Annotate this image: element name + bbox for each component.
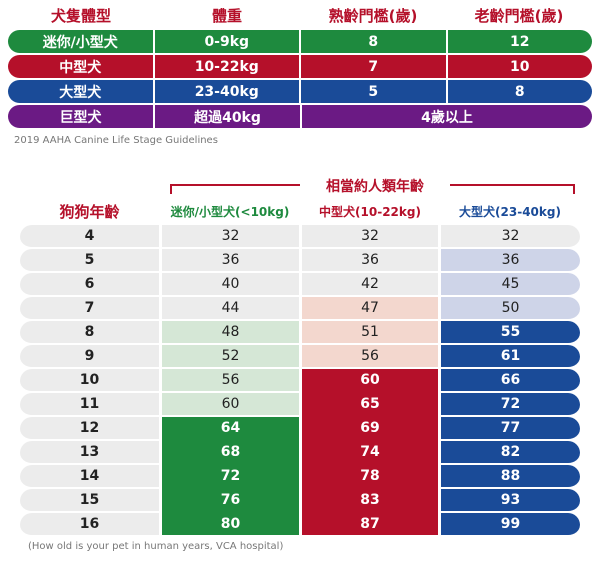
- small-cell: 60: [162, 393, 299, 417]
- table-row: 4 32 32 32: [20, 225, 580, 249]
- large-header: 大型犬(23-40kg): [459, 205, 561, 219]
- header-weight: 體重: [211, 7, 242, 25]
- weight-cell: 超過40kg: [155, 105, 302, 128]
- age-cell: 15: [20, 489, 159, 513]
- large-cell: 88: [441, 465, 580, 489]
- small-header: 迷你/小型犬(<10kg): [170, 205, 290, 219]
- large-cell: 55: [441, 321, 580, 345]
- senior-cell: 10: [510, 58, 530, 75]
- small-cell: 64: [162, 417, 299, 441]
- medium-cell: 65: [302, 393, 438, 417]
- large-cell: 50: [441, 297, 580, 321]
- mature-cell: 7: [301, 55, 448, 78]
- large-cell: 61: [441, 345, 580, 369]
- age-cell: 11: [20, 393, 159, 417]
- table-row: 8 48 51 55: [20, 321, 580, 345]
- senior-cell: 8: [514, 83, 525, 100]
- age-cell: 13: [20, 441, 159, 465]
- age-cell: 14: [20, 465, 159, 489]
- summary-header: 犬隻體型 體重 熟齡門檻(歲) 老齡門檻(歲): [8, 5, 592, 26]
- table-row: 10 56 60 66: [20, 369, 580, 393]
- age-cell: 9: [20, 345, 159, 369]
- table-row: 13 68 74 82: [20, 441, 580, 465]
- age-cell: 6: [20, 273, 159, 297]
- size-cell: 迷你/小型犬: [8, 30, 155, 53]
- medium-cell: 60: [302, 369, 438, 393]
- large-cell: 93: [441, 489, 580, 513]
- medium-cell: 36: [302, 249, 438, 273]
- large-cell: 66: [441, 369, 580, 393]
- medium-cell: 32: [302, 225, 438, 249]
- large-cell: 36: [441, 249, 580, 273]
- medium-cell: 51: [302, 321, 438, 345]
- weight-cell: 23-40kg: [155, 80, 301, 103]
- age-cell: 4: [20, 225, 159, 249]
- small-cell: 68: [162, 441, 299, 465]
- small-cell: 48: [162, 321, 299, 345]
- age-cell: 16: [20, 513, 159, 537]
- group-title: 相當約人類年齡: [300, 176, 450, 196]
- header-senior: 老齡門檻(歲): [474, 7, 564, 25]
- weight-cell: 0-9kg: [155, 30, 301, 53]
- age-cell: 7: [20, 297, 159, 321]
- medium-cell: 78: [302, 465, 438, 489]
- age-header: 狗狗年齡: [59, 203, 120, 221]
- medium-cell: 83: [302, 489, 438, 513]
- weight-cell: 10-22kg: [155, 55, 301, 78]
- mature-cell: 5: [301, 80, 448, 103]
- table-row: 9 52 56 61: [20, 345, 580, 369]
- age-table: 4 32 32 32 5 36 36 36 6 40 42 45 7 44 47 50 8 48 51 55 9 52 56…: [20, 225, 580, 537]
- table-source: (How old is your pet in human years, VCA…: [28, 541, 284, 552]
- large-cell: 32: [441, 225, 580, 249]
- size-cell: 大型犬: [8, 80, 155, 103]
- table-row: 6 40 42 45: [20, 273, 580, 297]
- small-cell: 44: [162, 297, 299, 321]
- large-cell: 82: [441, 441, 580, 465]
- medium-cell: 42: [302, 273, 438, 297]
- small-cell: 76: [162, 489, 299, 513]
- table-row: 16 80 87 99: [20, 513, 580, 537]
- small-cell: 80: [162, 513, 299, 537]
- medium-cell: 56: [302, 345, 438, 369]
- summary-source: 2019 AAHA Canine Life Stage Guidelines: [14, 135, 218, 146]
- small-cell: 32: [162, 225, 299, 249]
- header-size: 犬隻體型: [50, 7, 111, 25]
- medium-header: 中型犬(10-22kg): [319, 205, 421, 219]
- mature-cell: 8: [301, 30, 448, 53]
- summary-row-giant: 巨型犬 超過40kg 4歲以上: [8, 105, 592, 128]
- large-cell: 45: [441, 273, 580, 297]
- size-cell: 中型犬: [8, 55, 155, 78]
- table-row: 15 76 83 93: [20, 489, 580, 513]
- table-row: 5 36 36 36: [20, 249, 580, 273]
- small-cell: 52: [162, 345, 299, 369]
- medium-cell: 74: [302, 441, 438, 465]
- age-cell: 12: [20, 417, 159, 441]
- small-cell: 72: [162, 465, 299, 489]
- large-cell: 99: [441, 513, 580, 537]
- large-cell: 72: [441, 393, 580, 417]
- table-row: 14 72 78 88: [20, 465, 580, 489]
- header-mature: 熟齡門檻(歲): [328, 7, 418, 25]
- threshold-cell: 4歲以上: [421, 109, 473, 126]
- age-cell: 8: [20, 321, 159, 345]
- table-row: 7 44 47 50: [20, 297, 580, 321]
- small-cell: 56: [162, 369, 299, 393]
- medium-cell: 69: [302, 417, 438, 441]
- table-row: 12 64 69 77: [20, 417, 580, 441]
- summary-row-small: 迷你/小型犬 0-9kg 8 12: [8, 30, 592, 53]
- small-cell: 40: [162, 273, 299, 297]
- medium-cell: 87: [302, 513, 438, 537]
- small-cell: 36: [162, 249, 299, 273]
- age-cell: 5: [20, 249, 159, 273]
- large-cell: 77: [441, 417, 580, 441]
- size-cell: 巨型犬: [8, 105, 155, 128]
- table-row: 11 60 65 72: [20, 393, 580, 417]
- medium-cell: 47: [302, 297, 438, 321]
- summary-row-medium: 中型犬 10-22kg 7 10: [8, 55, 592, 78]
- summary-row-large: 大型犬 23-40kg 5 8: [8, 80, 592, 103]
- senior-cell: 12: [510, 33, 530, 50]
- age-cell: 10: [20, 369, 159, 393]
